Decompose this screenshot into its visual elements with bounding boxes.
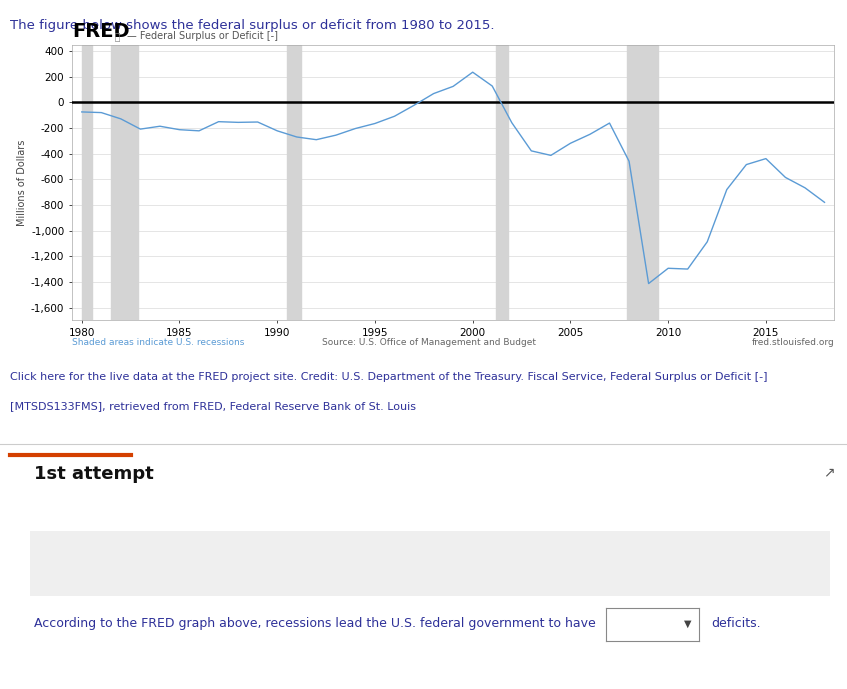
Text: Shaded areas indicate U.S. recessions: Shaded areas indicate U.S. recessions (72, 338, 245, 347)
Text: The figure below shows the federal surplus or deficit from 1980 to 2015.: The figure below shows the federal surpl… (10, 19, 495, 32)
Bar (82, 45, 91, 320)
Text: [MTSDS133FMS], retrieved from FRED, Federal Reserve Bank of St. Louis: [MTSDS133FMS], retrieved from FRED, Fede… (10, 401, 416, 411)
Bar (287, 45, 301, 320)
Text: deficits.: deficits. (711, 617, 761, 630)
Bar (627, 45, 658, 320)
Text: ▼: ▼ (684, 619, 691, 629)
Text: ↗: ↗ (822, 465, 834, 479)
Text: FRED: FRED (72, 22, 130, 41)
Text: 📈: 📈 (113, 31, 122, 41)
Bar (496, 45, 508, 320)
Text: 1st attempt: 1st attempt (34, 465, 153, 483)
Y-axis label: Millions of Dollars: Millions of Dollars (17, 139, 27, 226)
Text: According to the FRED graph above, recessions lead the U.S. federal government t: According to the FRED graph above, reces… (34, 617, 595, 630)
Text: fred.stlouisfed.org: fred.stlouisfed.org (751, 338, 834, 347)
Text: Source: U.S. Office of Management and Budget: Source: U.S. Office of Management and Bu… (322, 338, 536, 347)
Bar (111, 45, 138, 320)
Text: Click here for the live data at the FRED project site. Credit: U.S. Department o: Click here for the live data at the FRED… (10, 372, 767, 382)
Text: — Federal Surplus or Deficit [-]: — Federal Surplus or Deficit [-] (127, 31, 278, 41)
